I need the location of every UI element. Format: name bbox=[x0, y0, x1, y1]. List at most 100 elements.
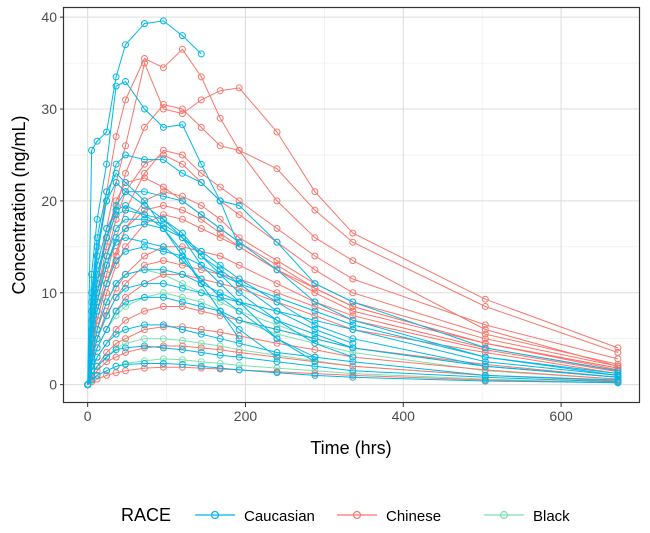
caucasian-data-point bbox=[112, 225, 120, 232]
caucasian-data-point bbox=[159, 220, 167, 228]
caucasian-subject-line bbox=[87, 181, 316, 385]
axis-ticks: 0 200 400 600 0 10 20 30 40 bbox=[41, 9, 573, 424]
chinese-data-point bbox=[273, 289, 281, 297]
caucasian-data-point bbox=[159, 17, 167, 25]
caucasian-data-point bbox=[122, 225, 129, 232]
caucasian-data-point bbox=[93, 252, 101, 260]
chinese-subject-line bbox=[87, 48, 619, 385]
caucasian-data-point bbox=[112, 362, 120, 370]
caucasian-data-point bbox=[141, 156, 148, 164]
black-data-point bbox=[273, 321, 281, 329]
chinese-data-point bbox=[349, 312, 357, 320]
caucasian-data-point bbox=[311, 335, 319, 343]
chinese-data-point bbox=[141, 307, 148, 315]
caucasian-data-point bbox=[112, 238, 120, 246]
chinese-data-point bbox=[349, 303, 357, 310]
caucasian-data-point bbox=[159, 247, 167, 255]
caucasian-data-point bbox=[93, 344, 101, 352]
caucasian-data-point bbox=[311, 326, 319, 333]
caucasian-data-point bbox=[311, 316, 319, 324]
caucasian-data-point bbox=[273, 353, 281, 361]
chinese-data-point bbox=[103, 349, 111, 356]
chinese-data-point bbox=[141, 123, 148, 131]
caucasian-data-point bbox=[178, 121, 186, 129]
chinese-data-point bbox=[122, 96, 129, 104]
chinese-data-point bbox=[141, 364, 148, 372]
caucasian-data-point bbox=[103, 128, 111, 136]
caucasian-data-point bbox=[178, 326, 186, 333]
chinese-data-point bbox=[122, 293, 129, 301]
y-axis-title: Concentration (ng/mL) bbox=[9, 115, 29, 294]
chinese-subject-line bbox=[87, 149, 619, 385]
chinese-data-point bbox=[481, 330, 489, 338]
chinese-data-point bbox=[216, 142, 224, 150]
caucasian-data-point bbox=[122, 202, 129, 209]
chinese-data-point bbox=[235, 211, 243, 219]
chinese-data-point bbox=[273, 225, 281, 232]
caucasian-data-point bbox=[112, 160, 120, 168]
caucasian-data-point bbox=[112, 169, 120, 177]
caucasian-data-point bbox=[235, 326, 243, 333]
caucasian-data-point bbox=[197, 362, 205, 370]
caucasian-data-point bbox=[481, 362, 489, 370]
caucasian-data-point bbox=[122, 344, 129, 352]
gridlines bbox=[64, 8, 640, 403]
chinese-data-point bbox=[273, 339, 281, 347]
caucasian-subject-line bbox=[87, 246, 618, 385]
caucasian-data-point bbox=[197, 303, 205, 310]
chinese-data-point bbox=[273, 257, 281, 265]
caucasian-data-point bbox=[311, 358, 319, 366]
chinese-data-point bbox=[481, 339, 489, 347]
caucasian-data-point bbox=[216, 335, 224, 343]
caucasian-data-point bbox=[93, 298, 101, 306]
caucasian-data-point bbox=[311, 280, 319, 288]
series-caucasian bbox=[84, 17, 622, 389]
caucasian-data-point bbox=[197, 330, 205, 338]
chinese-data-point bbox=[141, 326, 148, 333]
caucasian-data-point bbox=[122, 298, 129, 306]
chinese-data-point bbox=[112, 326, 120, 333]
caucasian-data-point bbox=[141, 220, 148, 228]
caucasian-data-point bbox=[93, 215, 101, 223]
caucasian-data-point bbox=[235, 275, 243, 283]
caucasian-data-point bbox=[349, 298, 357, 306]
legend-key-caucasian: Caucasian bbox=[195, 508, 315, 525]
x-tick-label: 0 bbox=[84, 408, 92, 424]
caucasian-data-point bbox=[112, 211, 120, 219]
caucasian-data-point bbox=[93, 335, 101, 343]
caucasian-data-point bbox=[112, 330, 120, 338]
legend: RACE Caucasian Chinese Black bbox=[121, 505, 570, 525]
caucasian-data-point bbox=[112, 206, 120, 214]
caucasian-data-point bbox=[235, 316, 243, 324]
caucasian-subject-line bbox=[87, 269, 353, 385]
caucasian-data-point bbox=[141, 342, 148, 350]
caucasian-data-point bbox=[122, 206, 129, 214]
chinese-data-point bbox=[178, 110, 186, 118]
caucasian-data-point bbox=[112, 179, 120, 186]
caucasian-data-point bbox=[103, 261, 111, 269]
x-tick-label: 400 bbox=[392, 408, 416, 424]
caucasian-data-point bbox=[178, 257, 186, 265]
caucasian-data-point bbox=[216, 225, 224, 232]
series-lines bbox=[84, 17, 622, 389]
black-data-point bbox=[178, 356, 186, 364]
caucasian-data-point bbox=[122, 270, 129, 278]
caucasian-data-point bbox=[197, 160, 205, 168]
caucasian-data-point bbox=[235, 238, 243, 246]
caucasian-data-point bbox=[112, 202, 120, 209]
caucasian-data-point bbox=[122, 360, 129, 368]
chinese-data-point bbox=[103, 358, 111, 366]
chinese-data-point bbox=[159, 151, 167, 159]
caucasian-data-point bbox=[273, 266, 281, 274]
caucasian-data-point bbox=[311, 362, 319, 370]
caucasian-data-point bbox=[141, 266, 148, 274]
caucasian-data-point bbox=[141, 360, 148, 367]
x-axis-title: Time (hrs) bbox=[310, 438, 391, 458]
caucasian-data-point bbox=[273, 358, 281, 366]
chinese-data-point bbox=[159, 64, 167, 72]
caucasian-data-point bbox=[481, 373, 489, 381]
chinese-data-point bbox=[141, 169, 148, 177]
caucasian-data-point bbox=[159, 280, 167, 288]
chinese-data-point bbox=[122, 335, 129, 343]
legend-label-black: Black bbox=[533, 508, 570, 525]
